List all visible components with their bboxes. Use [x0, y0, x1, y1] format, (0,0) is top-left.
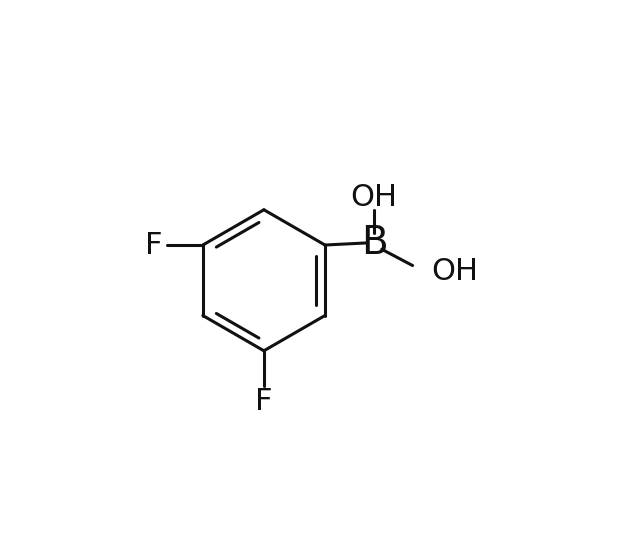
- Text: OH: OH: [431, 256, 478, 286]
- Text: B: B: [361, 224, 387, 262]
- Text: F: F: [255, 387, 273, 416]
- Text: F: F: [145, 230, 163, 260]
- Text: OH: OH: [351, 183, 397, 211]
